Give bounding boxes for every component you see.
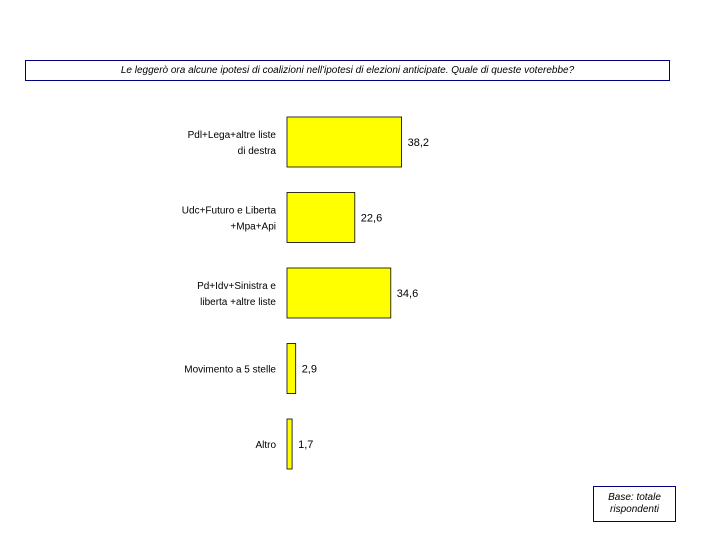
data-label: 22,6 [361, 213, 382, 225]
category-label-line: liberta +altre liste [200, 297, 276, 308]
category-label-line: di destra [238, 146, 277, 157]
category-label: Pd+Idv+Sinistra e liberta +altre liste [197, 281, 276, 308]
category-label-line: Movimento a 5 stelle [184, 365, 276, 376]
base-note-line-1: Base: totale [608, 492, 661, 503]
bar [286, 418, 293, 470]
category-label-line: +Mpa+Api [230, 222, 276, 233]
bar [286, 192, 356, 243]
data-label: 38,2 [408, 137, 429, 149]
category-label: Movimento a 5 stelle [184, 365, 276, 376]
category-label: Pdl+Lega+altre liste di destra [188, 130, 277, 157]
data-label: 34,6 [397, 288, 418, 300]
question-title: Le leggerò ora alcune ipotesi di coalizi… [25, 60, 670, 81]
data-label: 2,9 [302, 364, 317, 376]
category-label-line: Altro [255, 440, 276, 451]
bar [286, 343, 297, 394]
category-label-line: Pdl+Lega+altre liste [188, 130, 277, 141]
base-note: Base: totale rispondenti [593, 486, 676, 522]
category-label: Udc+Futuro e Liberta +Mpa+Api [182, 206, 277, 233]
base-note-line-2: rispondenti [610, 504, 659, 515]
data-label: 1,7 [298, 439, 313, 451]
question-text: Le leggerò ora alcune ipotesi di coalizi… [120, 65, 575, 76]
bar [286, 116, 402, 168]
bar [286, 267, 392, 319]
category-label-line: Pd+Idv+Sinistra e [197, 281, 276, 292]
category-label-line: Udc+Futuro e Liberta [182, 206, 277, 217]
category-label: Altro [255, 440, 276, 451]
